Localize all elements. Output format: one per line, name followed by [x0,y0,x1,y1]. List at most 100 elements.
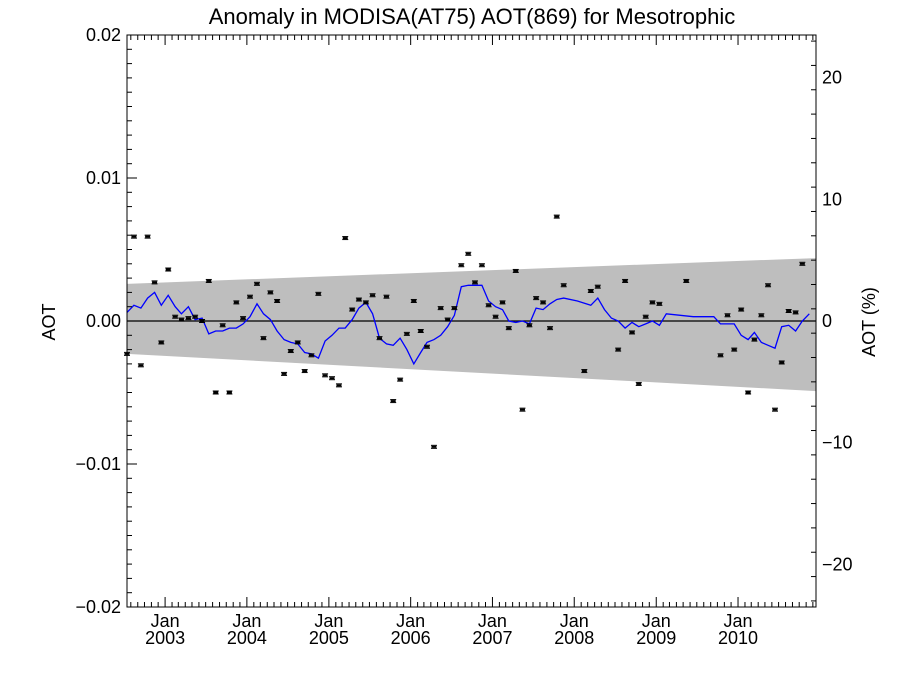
y-tick-label: 0.02 [86,25,121,45]
data-point-marker [322,374,328,377]
data-point-marker [636,382,642,385]
data-point [335,383,342,388]
x-tick-label-month: Jan [314,611,343,631]
data-point [485,303,492,308]
data-point-marker [431,445,437,448]
data-point-marker [424,345,430,348]
data-point-marker [506,327,512,330]
x-tick-label-month: Jan [560,611,589,631]
data-point-marker [281,372,287,375]
data-point [219,323,226,328]
data-point [158,340,165,345]
data-point [240,316,247,321]
data-point [512,268,519,273]
data-point [294,340,301,345]
data-point [560,283,567,288]
data-point [151,280,158,285]
data-point-marker [554,215,560,218]
y-tick-label: 0.00 [86,311,121,331]
data-point-marker [595,285,601,288]
data-point-marker [226,391,232,394]
data-point-marker [479,264,485,267]
data-point [253,281,260,286]
data-point [329,376,336,381]
data-point-marker [397,378,403,381]
data-point-marker [192,315,198,318]
data-point-marker [404,332,410,335]
data-point-marker [240,317,246,320]
data-point [751,337,758,342]
data-point-marker [718,354,724,357]
data-point [778,360,785,365]
data-point [533,296,540,301]
data-point-marker [738,308,744,311]
data-point [281,371,288,376]
data-point-marker [438,307,444,310]
data-point [465,251,472,256]
x-tick-label-month: Jan [478,611,507,631]
data-point-marker [588,289,594,292]
data-point-marker [131,235,137,238]
data-point [342,236,349,241]
data-point [642,314,649,319]
data-point-marker [656,302,662,305]
data-point [458,263,465,268]
y-tick-label: −0.01 [75,454,121,474]
data-point [758,313,765,318]
data-point-marker [629,331,635,334]
data-point-marker [799,262,805,265]
data-point-marker [138,364,144,367]
data-point-marker [513,269,519,272]
data-point-marker [390,400,396,403]
data-point-marker [758,314,764,317]
data-point [492,314,499,319]
chart-title: Anomaly in MODISA(AT75) AOT(869) for Mes… [209,4,736,29]
y-right-tick-label: 10 [822,189,842,209]
data-point-marker [561,284,567,287]
data-point-marker [500,301,506,304]
data-point-marker [622,279,628,282]
data-point [499,300,506,305]
data-point-marker [254,282,260,285]
right-y-axis: 20 10 0 −10 −20 [811,40,853,602]
x-tick-label-year: 2009 [636,628,676,648]
data-point-marker [649,301,655,304]
y-tick-label: −0.02 [75,597,121,617]
data-point-marker [418,330,424,333]
data-point [301,369,308,374]
data-point [233,300,240,305]
data-point-marker [145,235,151,238]
y-axis-label-left: AOT [39,303,59,340]
data-point-marker [302,370,308,373]
data-point-marker [247,295,253,298]
data-point [185,316,192,321]
data-point-marker [363,301,369,304]
data-point-marker [178,318,184,321]
data-point-marker [465,252,471,255]
data-point-marker [581,370,587,373]
data-point [771,407,778,412]
data-point-marker [213,391,219,394]
data-point-marker [745,391,751,394]
x-tick-label-year: 2005 [309,628,349,648]
data-point [649,300,656,305]
y-right-tick-label: 20 [822,68,842,88]
data-point-marker [288,350,294,353]
data-point [355,297,362,302]
data-point [724,313,731,318]
data-point-marker [329,377,335,380]
data-point [745,390,752,395]
data-point [587,288,594,293]
data-point [315,291,322,296]
x-tick-label-year: 2010 [718,628,758,648]
data-point [437,306,444,311]
y-axis-label-right: AOT (%) [859,287,879,357]
data-point [267,290,274,295]
x-tick-label-year: 2004 [227,628,267,648]
data-point [397,377,404,382]
data-point [683,278,690,283]
data-point [594,284,601,289]
data-point [172,314,179,319]
data-point [349,307,356,312]
data-point [526,323,533,328]
